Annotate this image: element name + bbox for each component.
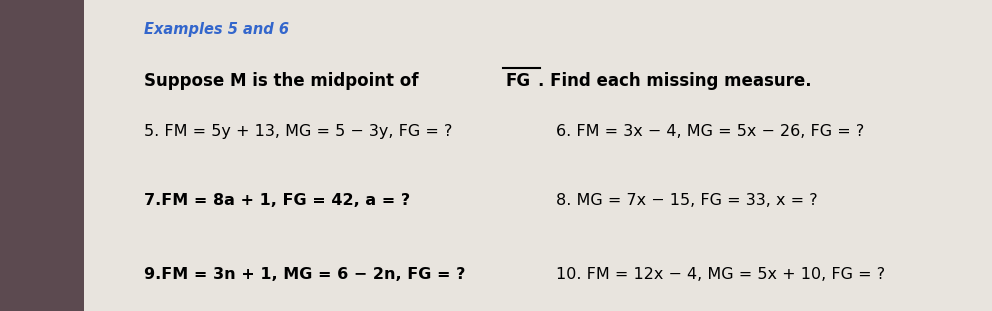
Text: FG: FG: [506, 72, 531, 90]
Text: Suppose M is the midpoint of: Suppose M is the midpoint of: [144, 72, 425, 90]
Text: 6. FM = 3x − 4, MG = 5x − 26, FG = ?: 6. FM = 3x − 4, MG = 5x − 26, FG = ?: [556, 124, 864, 139]
Text: 9.FM = 3n + 1, MG = 6 − 2n, FG = ?: 9.FM = 3n + 1, MG = 6 − 2n, FG = ?: [144, 267, 465, 282]
Bar: [0, 0, 84, 311]
Text: 5. FM = 5y + 13, MG = 5 − 3y, FG = ?: 5. FM = 5y + 13, MG = 5 − 3y, FG = ?: [144, 124, 452, 139]
Text: Examples 5 and 6: Examples 5 and 6: [144, 22, 289, 37]
Text: 7.FM = 8a + 1, FG = 42, a = ?: 7.FM = 8a + 1, FG = 42, a = ?: [144, 193, 410, 208]
Text: 10. FM = 12x − 4, MG = 5x + 10, FG = ?: 10. FM = 12x − 4, MG = 5x + 10, FG = ?: [556, 267, 885, 282]
Text: 8. MG = 7x − 15, FG = 33, x = ?: 8. MG = 7x − 15, FG = 33, x = ?: [556, 193, 817, 208]
Text: . Find each missing measure.: . Find each missing measure.: [538, 72, 811, 90]
